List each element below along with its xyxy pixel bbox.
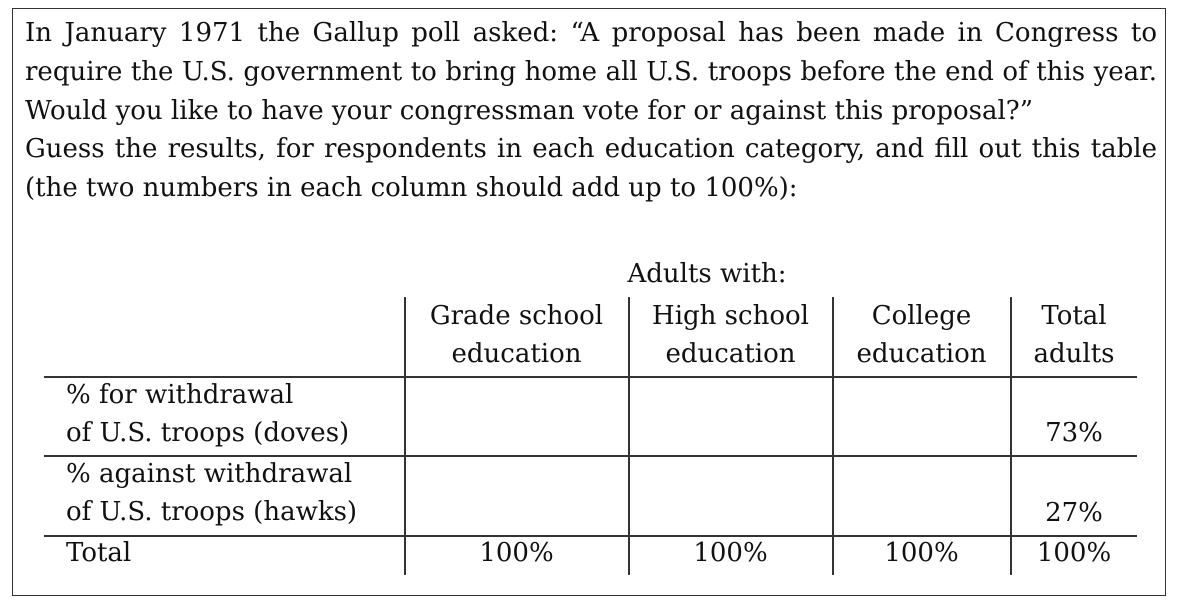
column-header-grade-school: Grade school education bbox=[405, 297, 628, 373]
column-header-high-school: High school education bbox=[629, 297, 832, 373]
cell-total-grade-school: 100% bbox=[479, 538, 554, 568]
column-header-line: adults bbox=[1033, 339, 1115, 369]
column-header-line: College bbox=[871, 301, 972, 331]
column-divider bbox=[1010, 297, 1012, 575]
row-label-hawks: % against withdrawal of U.S. troops (haw… bbox=[66, 455, 357, 531]
column-header-line: High school bbox=[652, 301, 809, 331]
question-text: In January 1971 the Gallup poll asked: “… bbox=[25, 14, 1157, 208]
row-label-doves: % for withdrawal of U.S. troops (doves) bbox=[66, 376, 349, 452]
row-label-line: of U.S. troops (doves) bbox=[66, 418, 350, 448]
question-paragraph: In January 1971 the Gallup poll asked: “… bbox=[25, 18, 1157, 126]
row-label-total: Total bbox=[66, 538, 132, 568]
column-header-line: Grade school bbox=[429, 301, 604, 331]
column-header-line: education bbox=[451, 339, 582, 369]
column-header-total-adults: Total adults bbox=[1011, 297, 1137, 373]
header-rule bbox=[44, 376, 1137, 378]
results-table: Grade school education High school educa… bbox=[44, 297, 1137, 575]
row-label-line: % against withdrawal bbox=[66, 459, 353, 489]
row-label-line: % for withdrawal bbox=[66, 380, 294, 410]
column-header-college: College education bbox=[833, 297, 1010, 373]
column-header-line: education bbox=[665, 339, 796, 369]
cell-doves-total: 73% bbox=[1045, 418, 1103, 448]
column-divider bbox=[832, 297, 834, 575]
column-header-line: Total bbox=[1041, 301, 1107, 331]
row-divider bbox=[44, 455, 1137, 457]
instructions-paragraph: Guess the results, for respondents in ea… bbox=[25, 134, 1157, 204]
cell-hawks-total: 27% bbox=[1045, 498, 1103, 528]
total-rule bbox=[44, 535, 1137, 537]
column-divider bbox=[628, 297, 630, 575]
question-box bbox=[12, 8, 1166, 596]
cell-total-all: 100% bbox=[1036, 538, 1112, 568]
column-divider bbox=[404, 297, 406, 575]
cell-total-college: 100% bbox=[884, 538, 959, 568]
column-header-line: education bbox=[856, 339, 987, 369]
table-heading: Adults with: bbox=[627, 259, 787, 289]
row-label-line: of U.S. troops (hawks) bbox=[66, 497, 358, 527]
cell-total-high-school: 100% bbox=[693, 538, 768, 568]
